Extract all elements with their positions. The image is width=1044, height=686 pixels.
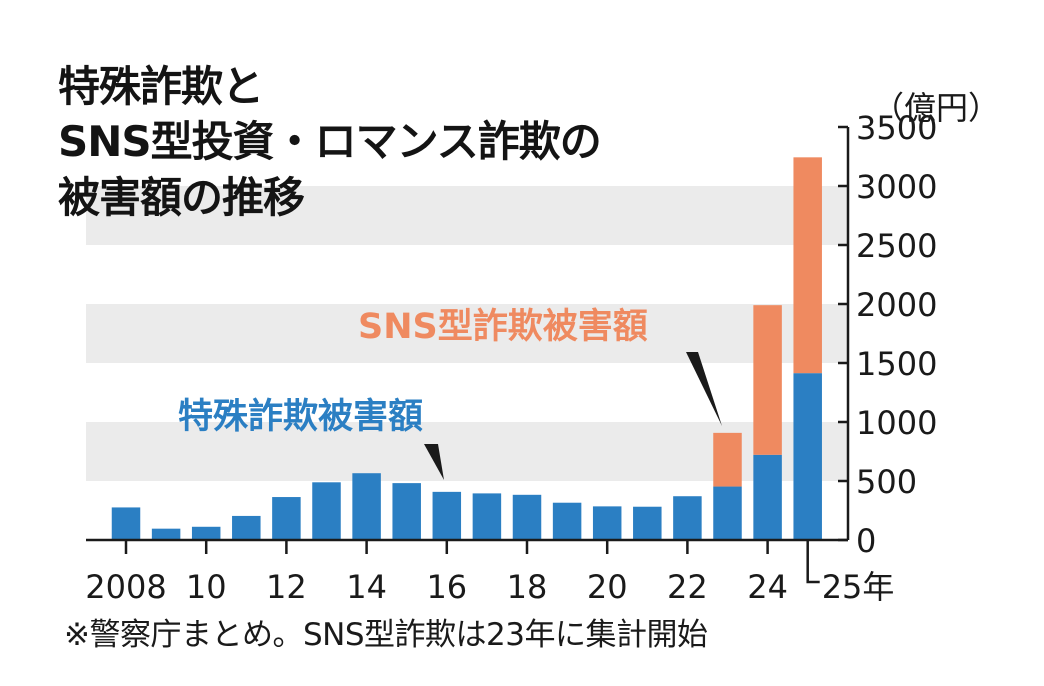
annotations: 特殊詐欺被害額 SNS型詐欺被害額 — [178, 307, 722, 480]
x-tick-label: 22 — [667, 568, 708, 606]
y-tick-label: 500 — [856, 463, 917, 501]
y-tick-label: 1500 — [856, 345, 937, 383]
bar-special-fraud-2017 — [472, 493, 502, 540]
grid-band — [86, 186, 848, 245]
bar-sns-fraud-2024 — [753, 305, 782, 455]
annotation-label: SNS型詐欺被害額 — [358, 307, 648, 347]
bar-sns-fraud-2025 — [793, 157, 822, 374]
chart-title-line-1: 特殊詐欺と — [58, 62, 264, 111]
grid-bands — [86, 186, 848, 481]
bar-special-fraud-2018 — [512, 494, 542, 540]
bar-special-fraud-2015 — [392, 483, 421, 540]
bar-special-fraud-2022 — [673, 496, 702, 540]
bar-special-fraud-2011 — [232, 515, 261, 540]
bar-special-fraud-2013 — [312, 482, 341, 540]
bar-special-fraud-2025 — [793, 373, 822, 540]
x-tick-label: 2008 — [85, 568, 166, 606]
y-tick-label: 1000 — [856, 404, 937, 442]
chart-title-line-3: 被害額の推移 — [58, 173, 305, 222]
x-tick-label: 24 — [747, 568, 788, 606]
annotation-pointer — [424, 444, 444, 480]
x-tick-label: 18 — [507, 568, 548, 606]
bar-special-fraud-2016 — [432, 491, 462, 540]
grid-band — [86, 304, 848, 363]
bar-special-fraud-2019 — [552, 502, 582, 540]
x-tick-label: 10 — [186, 568, 227, 606]
bar-special-fraud-2014 — [352, 473, 381, 540]
bar-special-fraud-2021 — [633, 506, 662, 540]
bar-special-fraud-2024 — [753, 454, 782, 540]
axes: 0 500 1000 1500 2000 2500 3000 3500 2008 10 12 14 16… — [85, 109, 937, 606]
bar-special-fraud-2009 — [151, 528, 181, 540]
x-tick-label: 25年 — [822, 568, 895, 606]
x-tick-label: 14 — [346, 568, 387, 606]
x-tick-label: 20 — [587, 568, 628, 606]
x-tick-label: 16 — [426, 568, 467, 606]
y-tick-label: 3500 — [856, 109, 937, 147]
bar-special-fraud-2010 — [191, 526, 221, 540]
bar-special-fraud-2023 — [713, 486, 742, 540]
x-tick-label: 12 — [266, 568, 307, 606]
source-note: ※警察庁まとめ。SNS型詐欺は23年に集計開始 — [64, 617, 708, 653]
annotation-label: 特殊詐欺被害額 — [178, 397, 423, 437]
y-tick-label: 2000 — [856, 286, 937, 324]
bar-special-fraud-2020 — [592, 506, 622, 540]
y-tick-label: 2500 — [856, 227, 937, 265]
x-tick-leader — [806, 540, 820, 584]
annotation-pointer — [686, 352, 722, 426]
bar-sns-fraud-2023 — [713, 432, 742, 487]
y-tick-label: 0 — [856, 522, 876, 560]
y-axis-unit-label: （億円） — [872, 89, 1001, 127]
chart-title-line-2: SNS型投資・ロマンス詐欺の — [58, 117, 602, 166]
bar-special-fraud-2008 — [111, 507, 141, 540]
y-tick-label: 3000 — [856, 168, 937, 206]
bar-special-fraud-2012 — [272, 497, 301, 540]
bars — [111, 157, 822, 540]
